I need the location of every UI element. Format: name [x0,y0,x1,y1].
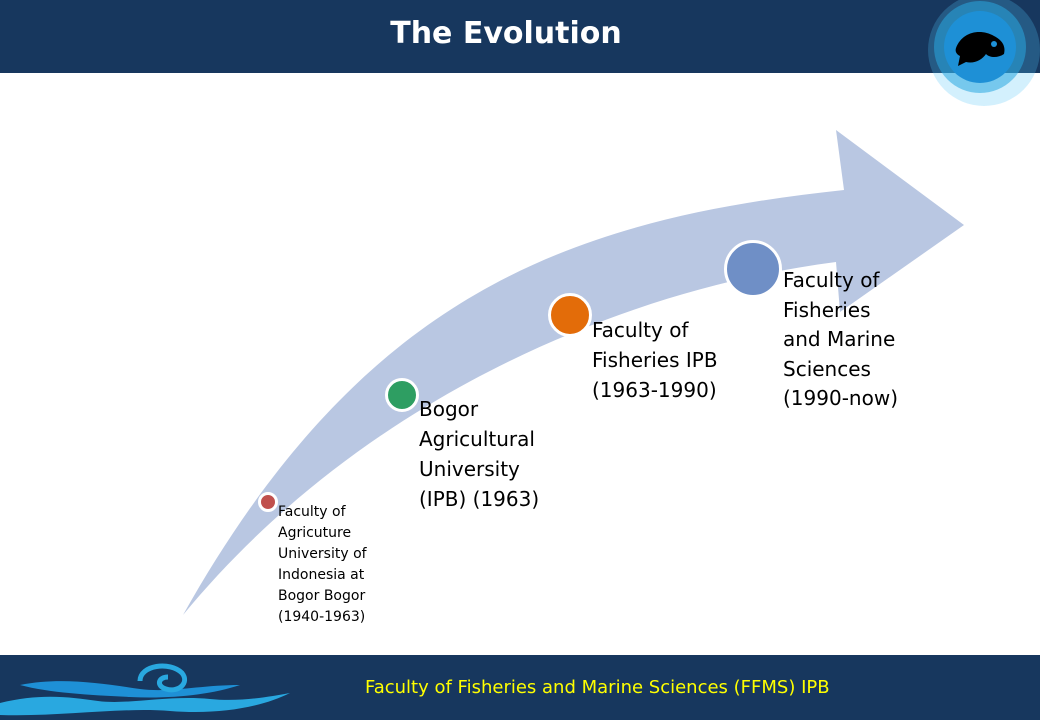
milestone-label-2: Bogor Agricultural University (IPB) (196… [419,397,540,511]
footer-text: Faculty of Fisheries and Marine Sciences… [365,677,830,698]
fish-logo-icon [928,0,1040,106]
milestone-dot-4 [724,240,782,298]
milestone-dot-1 [258,492,278,512]
wave-swirl-icon [0,663,290,716]
milestone-label-1: Faculty of Agricuture University of Indo… [278,504,367,625]
slide-title: The Evolution [390,16,622,51]
milestone-dot-2 [385,378,419,412]
header-bar [0,0,1040,73]
milestone-dot-3 [548,293,592,337]
milestone-label-4: Faculty of Fisheries and Marine Sciences… [783,268,898,410]
milestone-label-3: Faculty of Fisheries IPB (1963-1990) [592,318,718,402]
